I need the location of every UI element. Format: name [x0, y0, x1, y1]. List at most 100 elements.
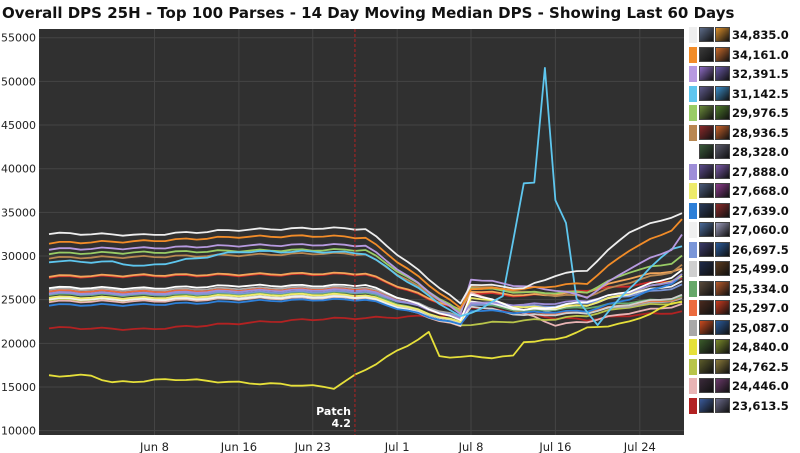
- series-line: [48, 306, 683, 331]
- legend-swatch: [689, 358, 697, 375]
- x-tick-label: Jul 8: [458, 440, 484, 453]
- legend-value: 24,446.0: [732, 379, 789, 393]
- legend-value: 34,161.0: [732, 47, 789, 62]
- legend-entry: 26,697.5: [689, 241, 800, 261]
- series-line: [48, 248, 683, 313]
- legend-value: 25,499.0: [732, 262, 789, 276]
- legend-swatch: [689, 222, 697, 238]
- legend-value: 23,613.5: [732, 398, 789, 413]
- legend-entry: 34,161.0: [689, 46, 800, 66]
- series-line: [48, 275, 683, 323]
- legend-value: 31,142.5: [732, 86, 789, 101]
- x-tick-label: Jun 23: [294, 440, 331, 453]
- legend-swatch: [689, 85, 697, 102]
- legend-entry: 25,499.0: [689, 260, 800, 280]
- class-spec-icon: [699, 66, 714, 81]
- legend-value: 27,668.0: [732, 184, 789, 198]
- x-tick-label: Jul 1: [384, 440, 410, 453]
- legend-swatch: [689, 105, 697, 121]
- legend-swatch: [689, 339, 697, 355]
- y-tick-label: 50000: [1, 75, 36, 88]
- class-spec-icon: [699, 241, 714, 257]
- x-tick-label: Jul 16: [538, 440, 571, 453]
- talent-icon: [715, 66, 730, 81]
- legend-entry: 25,297.0: [689, 299, 800, 319]
- legend-value: 32,391.5: [732, 67, 789, 81]
- patch-annotation-label: 4.2: [331, 417, 351, 430]
- legend-value: 29,976.5: [732, 106, 789, 120]
- series-line: [48, 269, 683, 322]
- class-spec-icon: [699, 280, 714, 296]
- legend-value: 34,835.0: [732, 28, 789, 42]
- talent-icon: [715, 319, 730, 335]
- class-spec-icon: [699, 202, 714, 218]
- class-spec-icon: [699, 300, 714, 315]
- legend-swatch: [689, 202, 697, 219]
- plot-area: [39, 29, 684, 435]
- legend-swatch: [689, 261, 697, 277]
- class-spec-icon: [699, 27, 714, 42]
- legend-entry: 34,835.0: [689, 26, 800, 46]
- y-tick-label: 15000: [1, 381, 36, 394]
- talent-icon: [715, 183, 730, 198]
- legend-value: 25,087.0: [732, 320, 789, 335]
- class-spec-icon: [699, 105, 714, 120]
- talent-icon: [715, 280, 730, 296]
- talent-icon: [715, 339, 730, 354]
- y-tick-label: 20000: [1, 337, 36, 350]
- legend-swatch: [689, 163, 697, 180]
- class-spec-icon: [699, 319, 714, 335]
- legend-entry: 31,142.5: [689, 85, 800, 105]
- class-spec-icon: [699, 261, 714, 276]
- talent-icon: [715, 27, 730, 42]
- legend-swatch: [689, 378, 697, 394]
- series-line: [48, 273, 683, 320]
- legend-entry: 24,446.0: [689, 377, 800, 397]
- y-tick-label: 30000: [1, 250, 36, 263]
- legend-swatch: [689, 319, 697, 336]
- x-tick-label: Jun 8: [139, 440, 169, 453]
- class-spec-icon: [699, 144, 714, 159]
- legend-value: 27,060.0: [732, 223, 789, 237]
- series-line: [48, 275, 683, 326]
- legend-value: 27,639.0: [732, 203, 789, 218]
- legend-value: 24,762.5: [732, 359, 789, 374]
- series-line: [48, 301, 683, 390]
- class-spec-icon: [699, 163, 714, 179]
- y-tick-label: 45000: [1, 119, 36, 132]
- x-tick-label: Jul 24: [623, 440, 656, 453]
- class-spec-icon: [699, 46, 714, 62]
- series-line: [48, 233, 683, 315]
- y-tick-label: 35000: [1, 206, 36, 219]
- y-tick-label: 40000: [1, 163, 36, 176]
- legend-swatch: [689, 144, 697, 160]
- legend-entry: 24,762.5: [689, 358, 800, 378]
- talent-icon: [715, 358, 730, 374]
- series-line: [48, 218, 683, 309]
- talent-icon: [715, 261, 730, 276]
- talent-icon: [715, 397, 730, 413]
- y-tick-label: 25000: [1, 294, 36, 307]
- legend-swatch: [689, 27, 697, 43]
- legend-value: 25,297.0: [732, 301, 789, 315]
- legend-entry: 25,334.0: [689, 280, 800, 300]
- legend-swatch: [689, 300, 697, 316]
- patch-annotation-label: Patch: [316, 405, 351, 418]
- talent-icon: [715, 46, 730, 62]
- class-spec-icon: [699, 397, 714, 413]
- legend-swatch: [689, 124, 697, 141]
- class-spec-icon: [699, 183, 714, 198]
- class-spec-icon: [699, 339, 714, 354]
- legend-value: 26,697.5: [732, 242, 789, 257]
- legend-value: 24,840.0: [732, 340, 789, 354]
- legend-entry: 27,888.0: [689, 163, 800, 183]
- class-spec-icon: [699, 124, 714, 140]
- line-chart: 10000 15000 20000 25000 30000 35000 40000 45000…: [1, 29, 684, 453]
- x-tick-label: Jun 16: [220, 440, 257, 453]
- legend-entry: 28,328.0: [689, 143, 800, 163]
- legend-swatch: [689, 280, 697, 297]
- series-line: [48, 212, 683, 305]
- legend-swatch: [689, 183, 697, 199]
- legend-entry: 24,840.0: [689, 338, 800, 358]
- legend-value: 25,334.0: [732, 281, 789, 296]
